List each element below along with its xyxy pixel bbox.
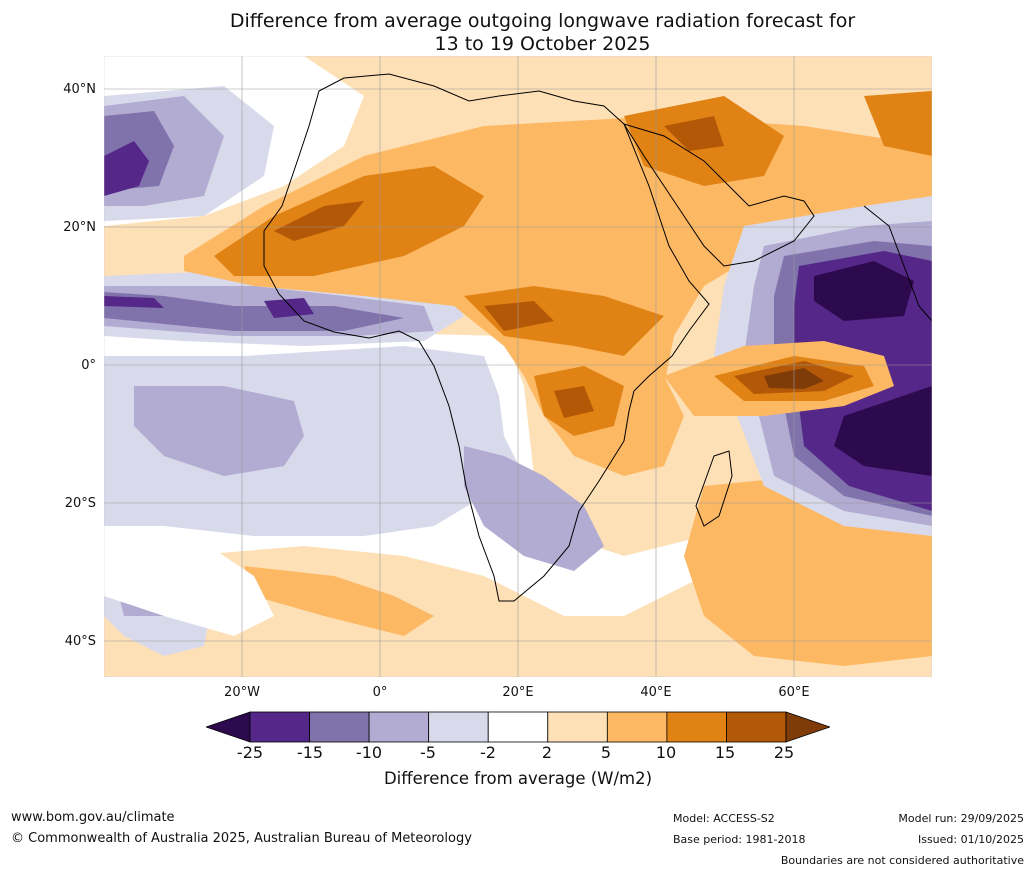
colorbar-segment xyxy=(487,711,549,743)
colorbar-segment xyxy=(249,711,310,743)
olr-anomaly-map xyxy=(104,56,932,677)
lat-label-0: 0° xyxy=(81,358,96,373)
colorbar-segment xyxy=(666,711,727,743)
lon-label-20w: 20°W xyxy=(224,685,260,700)
boundaries-disclaimer: Boundaries are not considered authoritat… xyxy=(780,854,1024,867)
anomaly-itcz-violet xyxy=(104,292,404,331)
colorbar-segment xyxy=(309,711,370,743)
colorbar-segment xyxy=(547,711,608,743)
anomaly-indian-ocean-deep-purple-north xyxy=(814,261,914,321)
coastlines xyxy=(263,73,932,602)
anomaly-south-atlantic-lavender xyxy=(134,386,304,476)
anomaly-sahara-brown xyxy=(274,201,364,241)
colorbar xyxy=(206,711,830,743)
anomaly-indian-ocean-deep-purple-south xyxy=(834,386,932,476)
bom-website-link[interactable]: www.bom.gov.au/climate xyxy=(11,810,175,825)
colorbar-segment xyxy=(428,711,489,743)
graticule xyxy=(104,56,932,677)
model-run-date: Model run: 29/09/2025 xyxy=(898,812,1024,825)
lat-label-20n: 20°N xyxy=(63,220,96,235)
arabia-coastline xyxy=(622,123,815,267)
india-coastline xyxy=(863,205,932,322)
anomaly-east-africa-brown xyxy=(554,386,594,418)
issued-date: Issued: 01/10/2025 xyxy=(917,833,1024,846)
title-line-1: Difference from average outgoing longwav… xyxy=(229,10,856,32)
colorbar-segment xyxy=(606,711,668,743)
anomaly-itcz-purple xyxy=(104,296,314,318)
colorbar-tick-3: -10 xyxy=(355,743,383,762)
model-name: Model: ACCESS-S2 xyxy=(673,812,775,825)
colorbar-label: Difference from average (W/m2) xyxy=(383,769,653,788)
anomaly-south-midlat-orange xyxy=(244,566,434,636)
anomaly-north-atlantic-purple xyxy=(104,141,149,196)
anomaly-sahara-dark-orange xyxy=(214,166,484,276)
anomaly-arabia-brown xyxy=(664,116,724,151)
lon-label-60e: 60°E xyxy=(778,685,810,700)
madagascar-coastline xyxy=(695,450,733,527)
colorbar-tick-5: -2 xyxy=(480,743,496,762)
colorbar-tick-10: 25 xyxy=(773,743,795,762)
lat-label-20s: 20°S xyxy=(64,496,96,511)
colorbar-tick-8: 10 xyxy=(655,743,677,762)
colorbar-tick-7: 5 xyxy=(600,743,612,762)
anomaly-central-africa-brown xyxy=(484,301,554,331)
colorbar-segment xyxy=(368,711,430,743)
colorbar-tick-6: 2 xyxy=(541,743,553,762)
africa-coastline xyxy=(263,73,710,602)
colorbar-segment xyxy=(726,711,787,743)
anomaly-iran-dark-orange xyxy=(864,91,932,156)
lon-label-20e: 20°E xyxy=(502,685,534,700)
colorbar-tick-1: -25 xyxy=(236,743,264,762)
base-period: Base period: 1981-2018 xyxy=(673,833,806,846)
colorbar-tick-4: -5 xyxy=(420,743,436,762)
lat-label-40n: 40°N xyxy=(63,82,96,97)
lon-label-40e: 40°E xyxy=(640,685,672,700)
copyright-notice: © Commonwealth of Australia 2025, Austra… xyxy=(11,831,472,846)
map-title: Difference from average outgoing longwav… xyxy=(160,10,925,56)
anomaly-southern-africa-lavender xyxy=(464,446,604,571)
colorbar-tick-9: 15 xyxy=(714,743,736,762)
lat-label-40s: 40°S xyxy=(64,634,96,649)
anomaly-south-white-band xyxy=(104,526,274,636)
colorbar-tick-2: -15 xyxy=(296,743,324,762)
colorbar-arrow-low xyxy=(206,711,251,743)
lon-label-0: 0° xyxy=(372,685,388,700)
colorbar-arrow-high xyxy=(785,711,830,743)
title-line-2: 13 to 19 October 2025 xyxy=(434,33,651,55)
